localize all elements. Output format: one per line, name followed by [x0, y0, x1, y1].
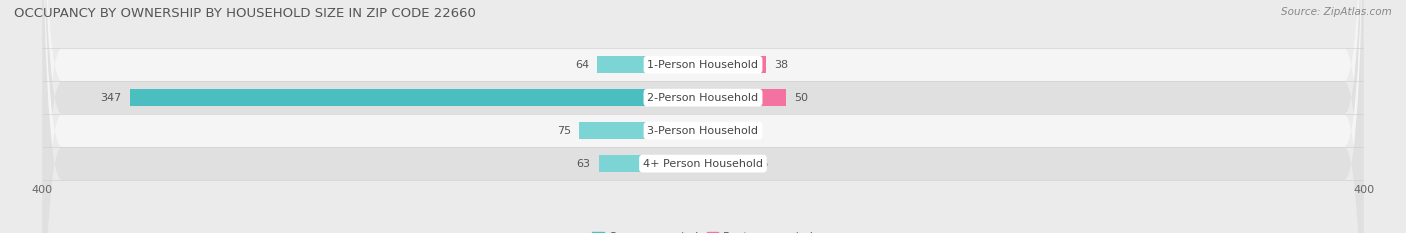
Bar [129, 89, 703, 106]
Text: OCCUPANCY BY OWNERSHIP BY HOUSEHOLD SIZE IN ZIP CODE 22660: OCCUPANCY BY OWNERSHIP BY HOUSEHOLD SIZE… [14, 7, 477, 20]
Text: 1-Person Household: 1-Person Household [648, 60, 758, 70]
Text: 2-Person Household: 2-Person Household [647, 93, 759, 103]
Text: 7: 7 [723, 126, 730, 136]
Text: 63: 63 [576, 159, 591, 169]
FancyBboxPatch shape [42, 0, 1364, 233]
Text: 347: 347 [100, 93, 121, 103]
Bar [703, 89, 786, 106]
Text: 38: 38 [775, 60, 789, 70]
FancyBboxPatch shape [42, 0, 1364, 233]
Bar [579, 122, 703, 139]
Text: 4+ Person Household: 4+ Person Household [643, 159, 763, 169]
Bar [703, 155, 747, 172]
Text: 26: 26 [754, 159, 768, 169]
Bar [599, 155, 703, 172]
Text: 3-Person Household: 3-Person Household [648, 126, 758, 136]
Bar [598, 56, 703, 73]
Text: 50: 50 [794, 93, 808, 103]
Bar [703, 122, 714, 139]
Text: 64: 64 [575, 60, 589, 70]
Bar [703, 56, 766, 73]
Text: Source: ZipAtlas.com: Source: ZipAtlas.com [1281, 7, 1392, 17]
FancyBboxPatch shape [42, 0, 1364, 233]
Text: 75: 75 [557, 126, 571, 136]
Legend: Owner-occupied, Renter-occupied: Owner-occupied, Renter-occupied [588, 227, 818, 233]
FancyBboxPatch shape [42, 0, 1364, 233]
